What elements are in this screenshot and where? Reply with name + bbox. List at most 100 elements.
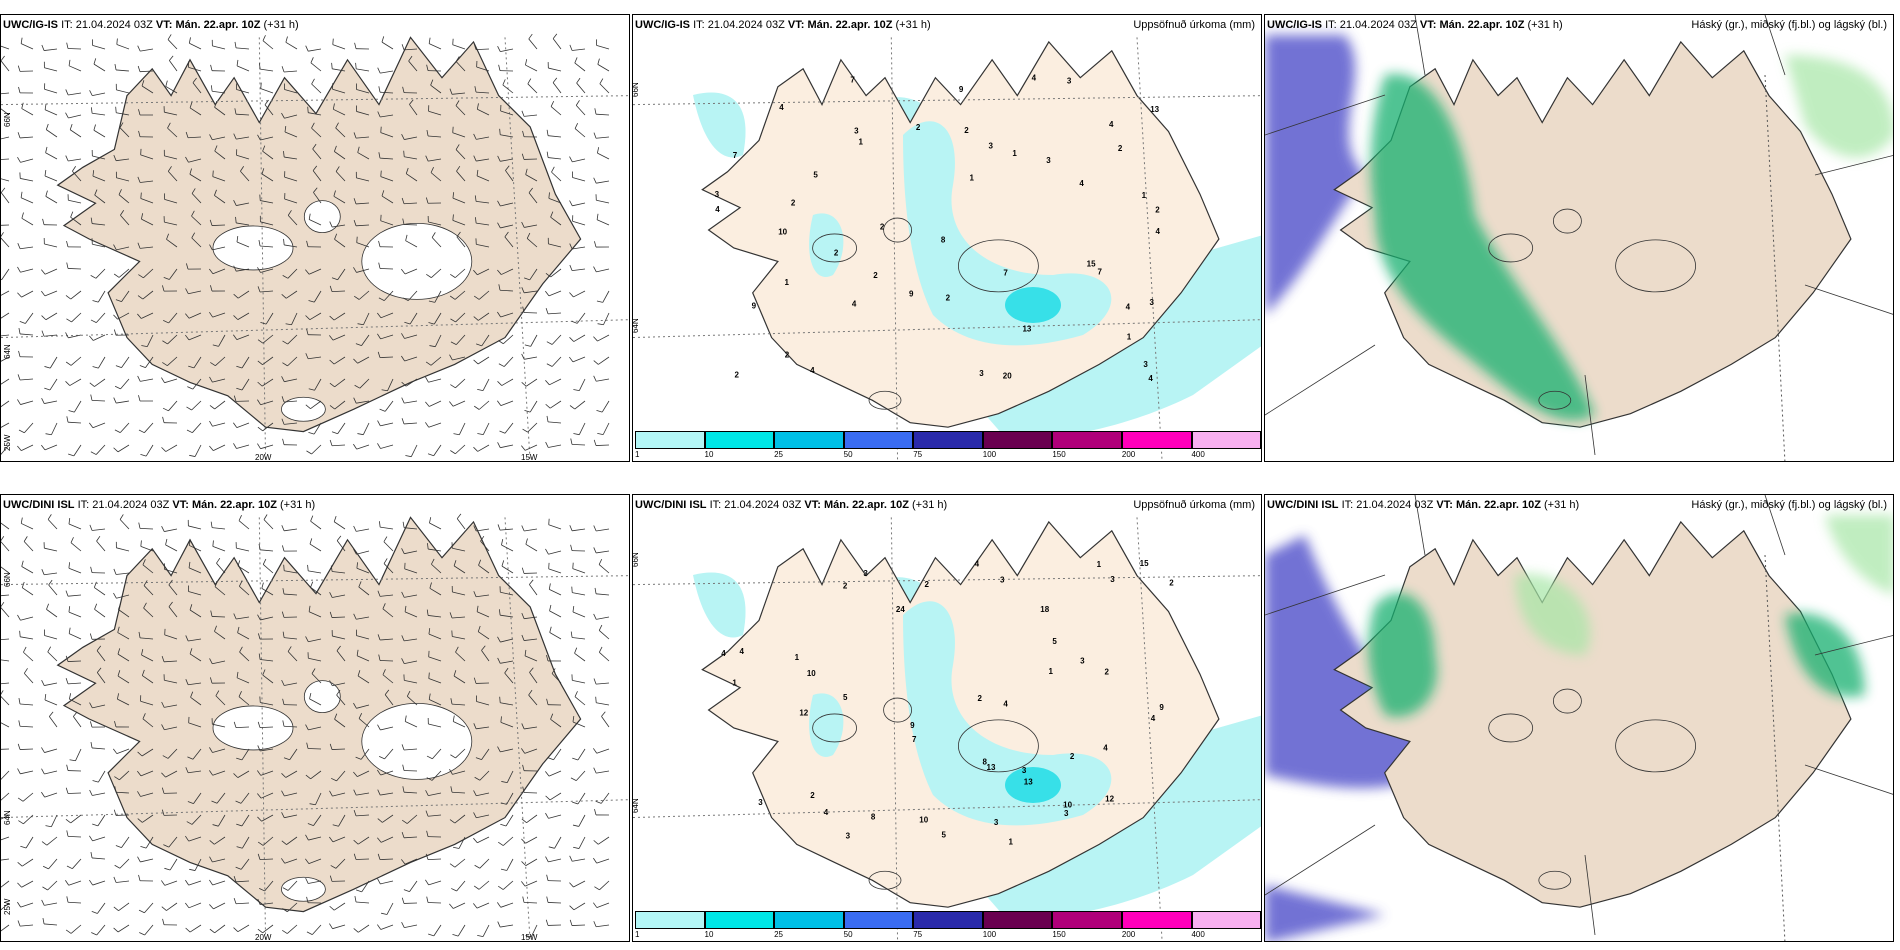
wind-barb-flag	[355, 889, 362, 893]
wind-barb	[92, 528, 106, 531]
wind-barb-flag	[572, 715, 575, 723]
wind-barb	[356, 68, 370, 72]
wind-barb-flag	[235, 800, 242, 804]
wind-barb	[525, 174, 538, 182]
wind-barb-flag	[596, 410, 603, 413]
boundary-line	[1414, 15, 1426, 76]
wind-barb-flag	[452, 214, 454, 221]
wind-barb	[456, 518, 466, 530]
wind-barb	[476, 66, 490, 72]
wind-barb	[524, 655, 538, 662]
wind-barb-flag	[473, 837, 478, 843]
glacier	[212, 225, 294, 271]
wind-barb	[482, 924, 490, 937]
wind-barb	[287, 902, 298, 913]
wind-barb	[596, 550, 610, 554]
wind-barb	[214, 150, 226, 160]
wind-barb	[356, 444, 370, 450]
wind-barb	[140, 546, 154, 552]
wind-barb	[120, 214, 130, 226]
wind-barb	[165, 444, 178, 452]
wind-barb-flag	[137, 856, 141, 863]
wind-barb	[600, 792, 610, 804]
wind-barb	[20, 246, 34, 250]
precip-value-label: 15	[1140, 559, 1149, 568]
wind-barb-flag	[377, 312, 382, 319]
wind-barb	[1, 814, 10, 820]
wind-barb-flag	[545, 812, 549, 819]
colorbar-label: 50	[843, 930, 853, 939]
wind-barb-flag	[353, 810, 357, 816]
colorbar-swatch	[635, 431, 705, 449]
wind-barb-flag	[185, 131, 189, 138]
wind-barb-flag	[353, 789, 357, 796]
wind-barb-flag	[18, 698, 21, 705]
precip-value-label: 9	[959, 85, 964, 94]
wind-barb	[121, 836, 130, 848]
wind-barb-flag	[449, 903, 454, 909]
wind-barb-flag	[235, 866, 242, 870]
wind-barb	[216, 562, 226, 574]
wind-barb	[21, 523, 34, 530]
wind-barb-flag	[282, 720, 285, 727]
wind-barb	[212, 660, 226, 665]
wind-barb-flag	[305, 877, 309, 884]
wind-barb-flag	[401, 44, 405, 51]
glacier-outline	[812, 233, 858, 263]
wind-barb-flag	[65, 929, 72, 934]
wind-barb	[20, 770, 34, 775]
wind-barb	[356, 224, 370, 227]
wind-barb	[525, 858, 538, 866]
wind-barb-flag	[238, 515, 242, 521]
wind-barb-flag	[572, 824, 579, 827]
wind-barb-flag	[595, 696, 597, 703]
wind-barb	[453, 565, 466, 574]
wind-barb	[314, 378, 322, 391]
precip-value-label: 7	[733, 151, 738, 160]
wind-barb-flag	[210, 64, 213, 71]
wind-barb	[310, 520, 322, 530]
latitude-line	[633, 575, 1261, 586]
wind-barb	[332, 334, 346, 341]
wind-barb	[356, 400, 370, 404]
wind-barb	[599, 880, 610, 891]
wind-barb-flag	[332, 103, 335, 110]
wind-barb-flag	[165, 80, 168, 87]
wind-barb	[524, 726, 538, 730]
wind-barb-flag	[594, 809, 597, 816]
wind-barb-flag	[41, 768, 45, 775]
wind-barb	[333, 312, 346, 321]
lat-label-25w: 25W	[3, 434, 12, 451]
wind-barb	[597, 152, 610, 160]
wind-barb	[67, 421, 82, 424]
wind-barb	[573, 334, 586, 342]
wind-barb-flag	[119, 514, 124, 520]
wind-barb	[121, 356, 130, 368]
latitude-line	[1, 799, 629, 819]
iceland-land	[56, 36, 582, 433]
wind-barb	[572, 246, 586, 250]
wind-barb	[550, 106, 562, 116]
wind-barb-flag	[572, 801, 579, 805]
wind-barb	[44, 290, 58, 297]
wind-barb	[453, 902, 466, 909]
wind-barb	[336, 540, 346, 552]
wind-barb	[236, 202, 250, 206]
wind-barb	[333, 902, 346, 911]
wind-barb-flag	[234, 41, 237, 48]
precip-value-label: 1	[969, 174, 974, 183]
colorbar-swatch	[774, 431, 844, 449]
wind-barb-flag	[550, 100, 555, 107]
wind-barb-flag	[594, 108, 597, 115]
wind-barb	[142, 290, 154, 300]
wind-barb-flag	[140, 192, 142, 199]
wind-barb-flag	[307, 564, 309, 571]
wind-barb	[143, 607, 154, 618]
wind-barb	[260, 770, 274, 776]
wind-barb-flag	[167, 34, 172, 40]
wind-barb	[287, 334, 298, 345]
high-cloud-area	[1265, 535, 1445, 941]
wind-barb-flag	[404, 715, 407, 722]
colorbar-swatch	[1121, 911, 1192, 929]
wind-barb	[192, 82, 202, 94]
